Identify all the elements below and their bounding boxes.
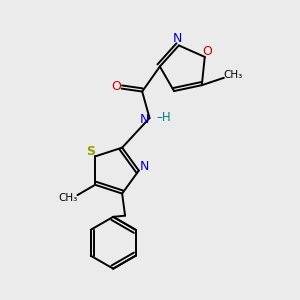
Text: O: O	[202, 45, 212, 58]
Text: CH₃: CH₃	[58, 193, 78, 203]
Text: CH₃: CH₃	[223, 70, 242, 80]
Text: O: O	[111, 80, 121, 93]
Text: N: N	[140, 113, 149, 126]
Text: N: N	[173, 32, 182, 45]
Text: –H: –H	[156, 111, 171, 124]
Text: N: N	[140, 160, 149, 173]
Text: S: S	[86, 145, 95, 158]
